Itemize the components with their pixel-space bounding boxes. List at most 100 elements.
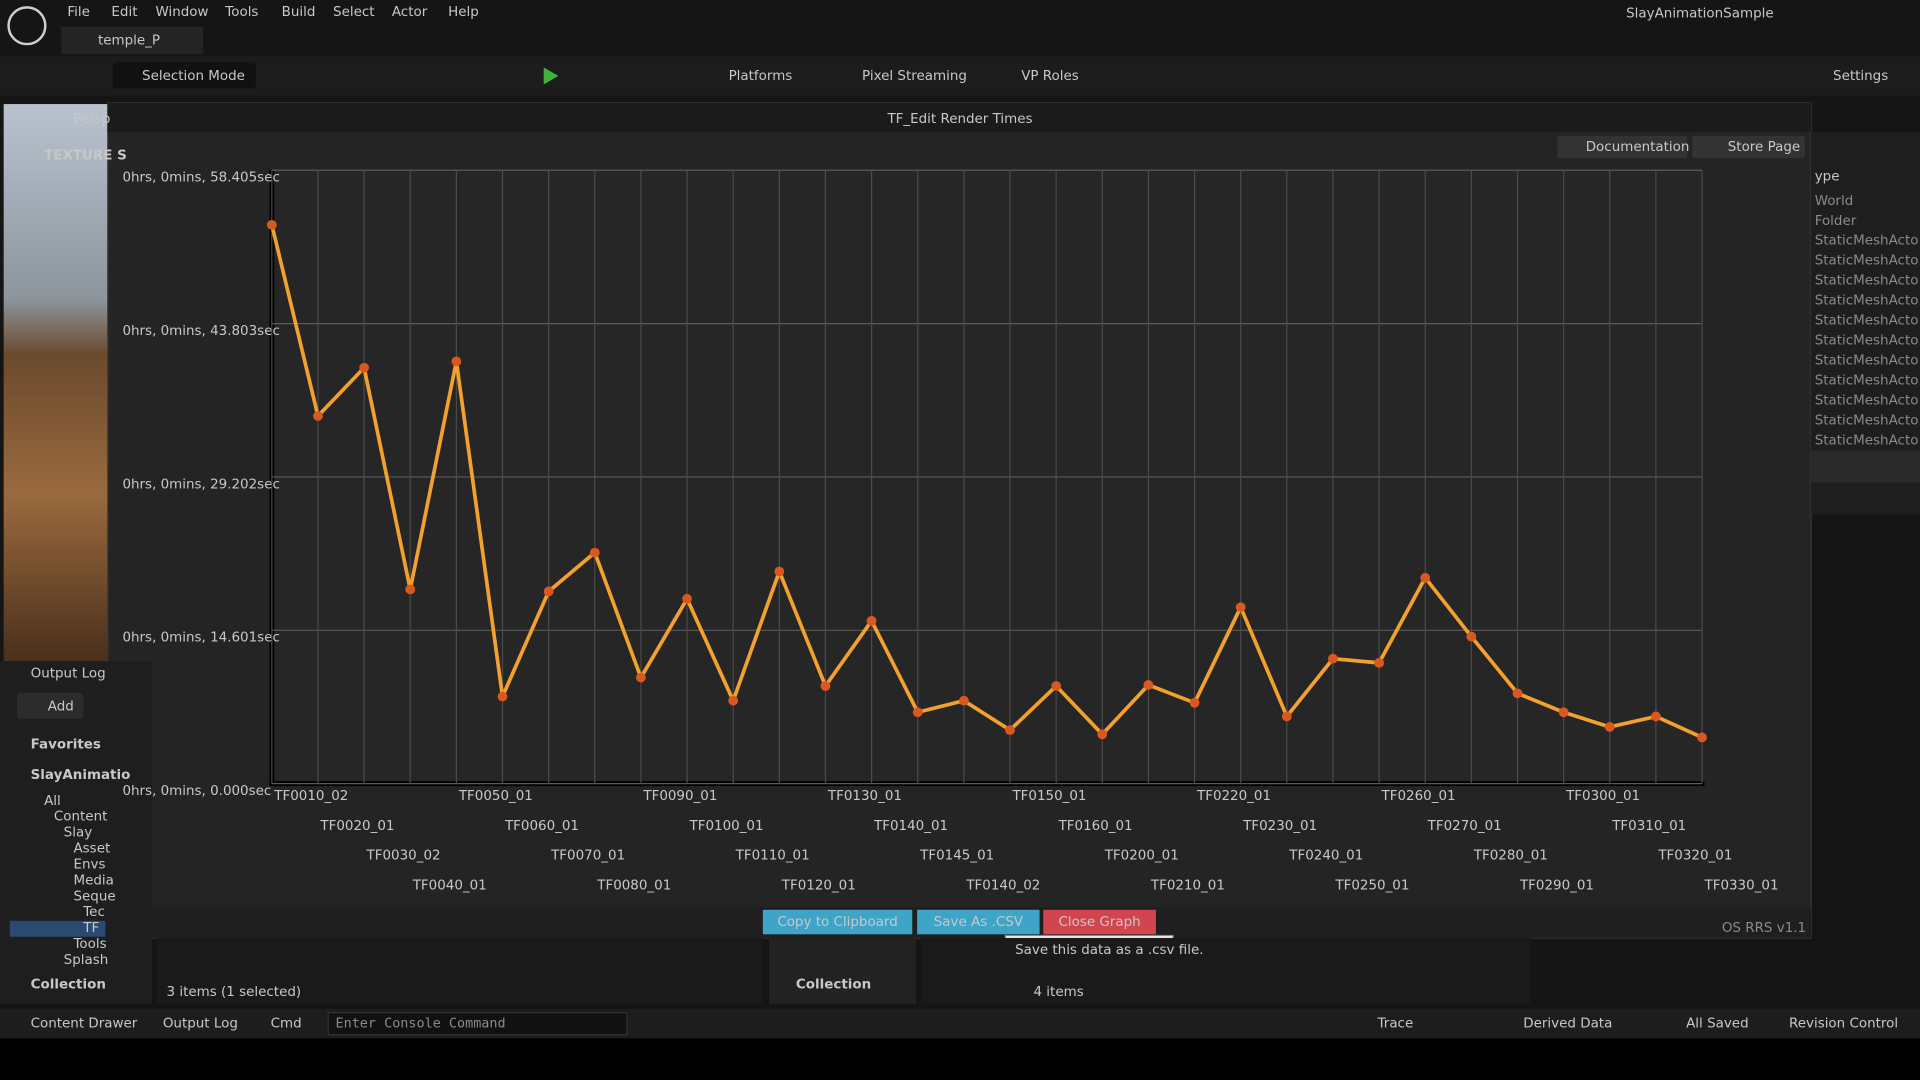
tree-item[interactable]: Asset xyxy=(73,842,110,857)
content-grid xyxy=(156,937,763,1005)
copy-label[interactable]: Copy to Clipboard xyxy=(777,915,897,930)
csv-label[interactable]: Save As .CSV xyxy=(934,915,1024,930)
status-log[interactable]: Output Log xyxy=(163,1017,238,1032)
tree-item[interactable]: Media xyxy=(73,873,113,888)
close-label[interactable]: Close Graph xyxy=(1058,915,1140,930)
data-point xyxy=(1097,729,1108,740)
data-point xyxy=(1328,653,1338,664)
x-tick-label: TF0150_01 xyxy=(1011,789,1086,804)
data-point xyxy=(1604,722,1615,732)
tree-item[interactable]: Slay xyxy=(64,826,93,841)
x-tick-label: TF0220_01 xyxy=(1196,789,1271,804)
outliner-row[interactable]: StaticMeshActo xyxy=(1815,274,1919,289)
outliner-row[interactable]: Folder xyxy=(1815,214,1857,229)
outliner-row[interactable]: StaticMeshActo xyxy=(1815,314,1919,329)
x-tick-label: TF0330_01 xyxy=(1703,879,1778,894)
status-trace[interactable]: Trace xyxy=(1377,1017,1414,1032)
outliner-row[interactable]: World xyxy=(1815,194,1854,209)
data-point xyxy=(1005,725,1015,736)
console-placeholder[interactable]: Enter Console Command xyxy=(336,1017,506,1032)
menu-item[interactable]: Window xyxy=(156,5,209,20)
x-tick-label: TF0040_01 xyxy=(412,879,487,894)
platforms-label[interactable]: Platforms xyxy=(729,69,793,84)
csv-button[interactable] xyxy=(917,909,1040,935)
data-point xyxy=(405,584,416,595)
copy-button[interactable] xyxy=(762,909,913,935)
menu-item[interactable]: Select xyxy=(333,5,375,20)
viewport-overlay: TEXTURE S xyxy=(44,149,127,164)
x-tick-label: TF0200_01 xyxy=(1104,849,1179,864)
add-label[interactable]: Add xyxy=(48,700,74,715)
data-point xyxy=(866,615,877,626)
x-tick-label: TF0030_02 xyxy=(366,849,441,864)
x-tick-label: TF0090_01 xyxy=(642,789,717,804)
tree-item[interactable]: TF xyxy=(82,921,99,936)
level-tab[interactable] xyxy=(61,26,204,54)
status-revision[interactable]: Revision Control xyxy=(1789,1017,1898,1032)
output-log-tab[interactable]: Output Log xyxy=(31,666,106,681)
outliner-row[interactable]: StaticMeshActo xyxy=(1815,294,1919,309)
tree-item[interactable]: Content xyxy=(54,810,108,825)
data-point xyxy=(1697,732,1707,743)
y-tick-label: 0hrs, 0mins, 58.405sec xyxy=(122,171,279,186)
documentation-button[interactable] xyxy=(1557,135,1688,158)
play-button[interactable] xyxy=(543,67,559,85)
menu-item[interactable]: Help xyxy=(448,5,479,20)
store-button[interactable] xyxy=(1692,135,1805,158)
y-tick-label: 0hrs, 0mins, 14.601sec xyxy=(122,631,279,646)
viewport xyxy=(3,104,108,662)
x-tick-label: TF0160_01 xyxy=(1058,819,1133,834)
tree-item[interactable]: Splash xyxy=(64,953,109,968)
x-tick-label: TF0300_01 xyxy=(1565,789,1640,804)
outliner-footer xyxy=(1811,450,1920,483)
x-tick-label: TF0140_02 xyxy=(965,879,1040,894)
data-point xyxy=(636,672,646,683)
close-button[interactable] xyxy=(1043,909,1156,935)
x-tick-label: TF0130_01 xyxy=(827,789,902,804)
data-point xyxy=(266,219,277,230)
status-saved[interactable]: All Saved xyxy=(1686,1017,1749,1032)
menu-item[interactable]: Actor xyxy=(392,5,428,20)
data-point xyxy=(1143,680,1154,690)
store-label[interactable]: Store Page xyxy=(1728,140,1800,155)
menu-item[interactable]: Build xyxy=(282,5,316,20)
outliner-row[interactable]: StaticMeshActo xyxy=(1815,234,1919,249)
outliner-row[interactable]: StaticMeshActo xyxy=(1815,254,1919,269)
status-cmd[interactable]: Cmd xyxy=(271,1017,302,1032)
add-button[interactable] xyxy=(17,693,84,719)
documentation-label[interactable]: Documentation xyxy=(1586,140,1690,155)
console-input[interactable] xyxy=(327,1012,628,1036)
menu-item[interactable]: File xyxy=(67,5,90,20)
streaming-label[interactable]: Pixel Streaming xyxy=(862,69,967,84)
tree-item[interactable]: Tools xyxy=(72,937,106,952)
menu-item[interactable]: Edit xyxy=(111,5,137,20)
outliner-row[interactable]: StaticMeshActo xyxy=(1815,433,1919,448)
collection-label: Collection xyxy=(31,977,106,992)
outliner-row[interactable]: StaticMeshActo xyxy=(1815,353,1919,368)
status-drawer[interactable]: Content Drawer xyxy=(31,1017,138,1032)
tooltip-text: Save this data as a .csv file. xyxy=(1015,943,1203,958)
outliner-header: ype xyxy=(1815,169,1840,184)
data-point xyxy=(1466,631,1477,642)
tree-item[interactable]: All xyxy=(44,794,61,809)
x-tick-label: TF0270_01 xyxy=(1427,819,1502,834)
menu-item[interactable]: Tools xyxy=(224,5,258,20)
outliner-row[interactable]: StaticMeshActo xyxy=(1815,334,1919,349)
settings-label[interactable]: Settings xyxy=(1833,69,1888,84)
outliner-row[interactable]: StaticMeshActo xyxy=(1815,413,1919,428)
tree-item[interactable]: Seque xyxy=(73,889,115,904)
bottom-edge xyxy=(0,1038,1920,1080)
data-point xyxy=(1420,572,1431,583)
tree-item[interactable]: Tec xyxy=(82,905,105,920)
roles-label[interactable]: VP Roles xyxy=(1021,69,1079,84)
x-tick-label: TF0120_01 xyxy=(781,879,856,894)
outliner-row[interactable]: StaticMeshActo xyxy=(1815,373,1919,388)
mode-button[interactable] xyxy=(112,62,256,89)
tree-item[interactable]: Envs xyxy=(73,857,105,872)
status-derived[interactable]: Derived Data xyxy=(1523,1017,1612,1032)
project-name: SlayAnimationSample xyxy=(1626,6,1774,21)
data-point xyxy=(728,695,739,706)
tree-selection xyxy=(9,920,106,937)
outliner-row[interactable]: StaticMeshActo xyxy=(1815,393,1919,408)
